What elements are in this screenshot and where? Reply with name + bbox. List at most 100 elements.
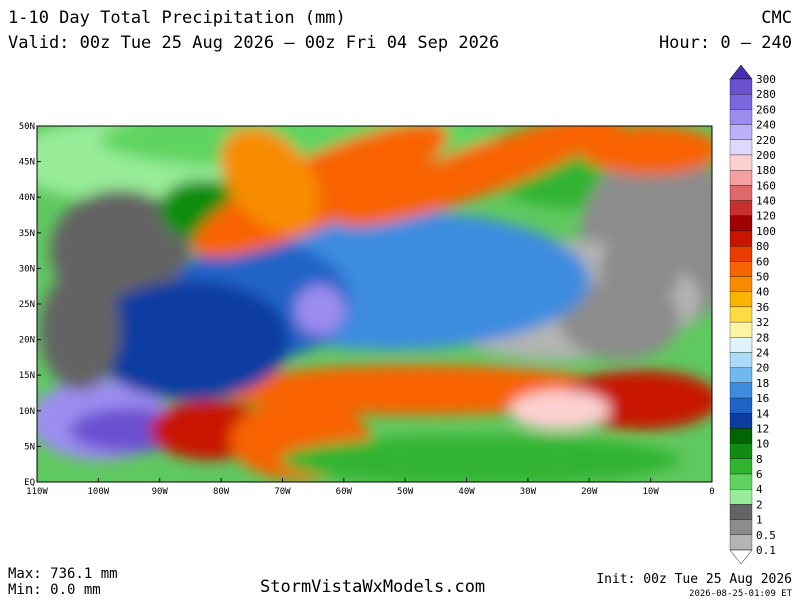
lat-label: EQ: [24, 478, 35, 488]
colorbar-bin: [729, 504, 753, 520]
colorbar-label: 4: [756, 483, 763, 496]
colorbar-label: 50: [756, 271, 769, 284]
colorbar-bin: [729, 78, 753, 95]
colorbar-label: 28: [756, 331, 769, 344]
colorbar-label: 160: [756, 179, 776, 192]
colorbar-bin: [729, 215, 753, 232]
lon-label: 0: [709, 487, 714, 497]
colorbar-label: 300: [756, 73, 776, 86]
precip-area: [510, 390, 610, 430]
colorbar-under: [729, 549, 753, 565]
colorbar-label: 24: [756, 346, 770, 359]
colorbar-label: 32: [756, 316, 769, 329]
colorbar-bin: [729, 382, 753, 399]
colorbar-label: 120: [756, 210, 776, 223]
lon-label: 20W: [581, 487, 598, 497]
colorbar-label: 20: [756, 362, 769, 375]
colorbar-label: 200: [756, 149, 776, 162]
lon-label: 100W: [88, 487, 110, 497]
valid-range: Valid: 00z Tue 25 Aug 2026 — 00z Fri 04 …: [8, 33, 499, 53]
colorbar-bin: [729, 458, 753, 475]
lon-label: 110W: [26, 487, 48, 497]
colorbar-bin: [729, 413, 753, 429]
lon-label: 40W: [458, 487, 475, 497]
colorbar-bin: [729, 519, 753, 535]
colorbar-bin: [729, 306, 753, 323]
colorbar-label: 80: [756, 240, 769, 253]
colorbar-bin: [729, 154, 753, 171]
precip-area: [280, 435, 680, 482]
lat-label: 45N: [19, 158, 35, 168]
lon-label: 10W: [643, 487, 660, 497]
precip-field: [37, 126, 712, 482]
colorbar-label: 10: [756, 438, 769, 451]
colorbar-label: 260: [756, 103, 776, 116]
colorbar-label: 18: [756, 377, 769, 390]
colorbar-label: 60: [756, 255, 769, 268]
lat-label: 5N: [24, 442, 35, 452]
model: CMC: [761, 8, 792, 28]
precip-area: [90, 280, 290, 400]
title: 1-10 Day Total Precipitation (mm): [8, 8, 346, 28]
colorbar-label: 240: [756, 119, 776, 132]
lat-label: 15N: [19, 371, 35, 381]
colorbar-bin: [729, 428, 753, 444]
colorbar-bin: [729, 352, 753, 368]
colorbar-label: 8: [756, 453, 763, 466]
precip-area: [220, 127, 320, 233]
colorbar-label: 14: [756, 407, 770, 420]
colorbar-bin: [729, 139, 753, 156]
colorbar-label: 0.5: [756, 529, 776, 542]
colorbar-bin: [729, 124, 753, 140]
lat-label: 50N: [19, 122, 35, 132]
precip-area: [600, 230, 680, 310]
precip-area: [192, 126, 448, 258]
lat-label: 25N: [19, 300, 35, 310]
precip-area: [580, 126, 712, 175]
colorbar-label: 12: [756, 422, 769, 435]
lat-label: 40N: [19, 193, 35, 203]
min-value: Min: 0.0 mm: [8, 582, 101, 598]
precip-area: [40, 270, 120, 390]
colorbar-label: 1: [756, 514, 763, 527]
lon-label: 50W: [397, 487, 414, 497]
lon-label: 30W: [520, 487, 537, 497]
precip-area: [295, 285, 345, 335]
max-value: Max: 736.1 mm: [8, 566, 118, 582]
colorbar-label: 180: [756, 164, 776, 177]
hour-range: Hour: 0 — 240: [659, 33, 792, 53]
colorbar-bin: [729, 200, 753, 216]
init-time: Init: 00z Tue 25 Aug 2026: [596, 572, 792, 587]
lat-label: 20N: [19, 336, 35, 346]
colorbar-label: 140: [756, 195, 776, 208]
precip-area: [338, 126, 622, 227]
lon-label: 60W: [336, 487, 353, 497]
colorbar-label: 40: [756, 286, 769, 299]
colorbar-bin: [729, 534, 753, 551]
colorbar-bin: [729, 109, 753, 125]
colorbar-bin: [729, 337, 753, 353]
timestamp: 2026-08-25-01:09 ET: [689, 589, 793, 599]
colorbar-over: [729, 64, 753, 80]
colorbar-label: 280: [756, 88, 776, 101]
colorbar-bin: [729, 230, 753, 247]
colorbar-bin: [729, 489, 753, 505]
colorbar-bin: [729, 94, 753, 110]
colorbar-bin: [729, 185, 753, 201]
colorbar-bin: [729, 443, 753, 459]
lat-label: 35N: [19, 229, 35, 239]
colorbar-bin: [729, 276, 753, 292]
site: StormVistaWxModels.com: [260, 577, 485, 597]
colorbar-bin: [729, 473, 753, 490]
lat-label: 30N: [19, 264, 35, 274]
colorbar-label: 220: [756, 134, 776, 147]
colorbar-bin: [729, 261, 753, 277]
colorbar-bin: [729, 291, 753, 308]
colorbar-label: 36: [756, 301, 769, 314]
precip-map: [37, 126, 712, 482]
lon-label: 80W: [213, 487, 230, 497]
colorbar-label: 2: [756, 498, 763, 511]
colorbar-bin: [729, 245, 753, 262]
colorbar-label: 0.1: [756, 544, 776, 557]
colorbar-bin: [729, 321, 753, 338]
